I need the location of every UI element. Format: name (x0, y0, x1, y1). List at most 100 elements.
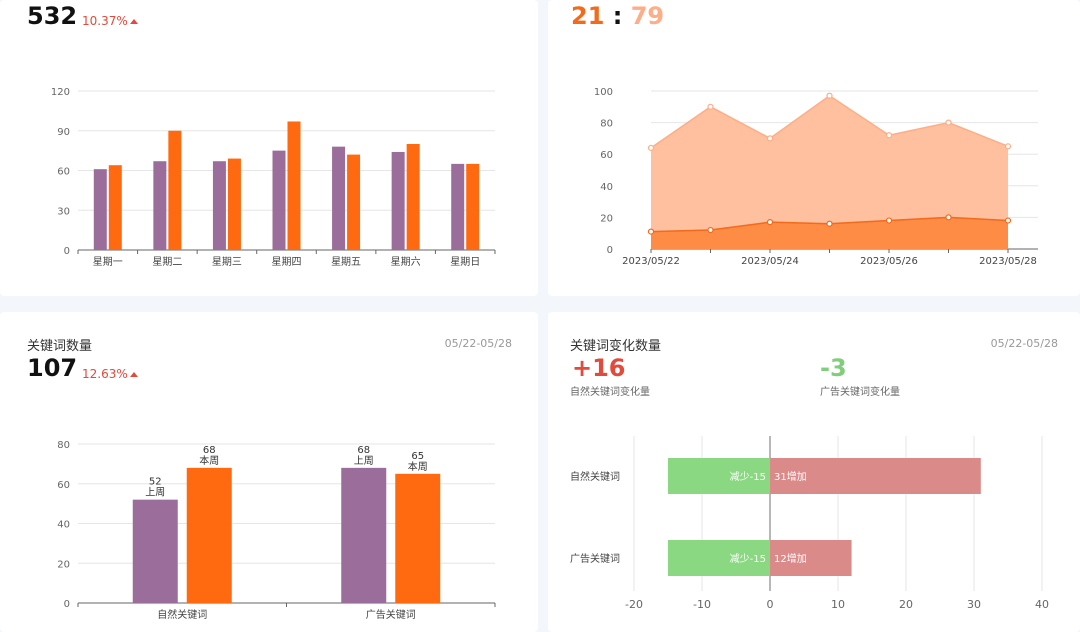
ratio-value-b: 79 (630, 2, 665, 30)
keyword-count-card: 关键词数量 05/22-05/28 107 12.63% 0 20 40 60 80 自然… (0, 312, 538, 632)
y-category-label: 广告关键词 (570, 552, 620, 565)
series-label: 本周 (199, 454, 219, 467)
y-tick-label: 40 (600, 182, 613, 193)
data-label: 68 (203, 445, 216, 456)
data-point (885, 217, 893, 224)
y-tick-label: 40 (57, 520, 70, 531)
bar (287, 121, 301, 250)
decrease-bar (668, 540, 770, 576)
up-arrow-icon (129, 372, 138, 377)
bar (272, 150, 286, 250)
card-title: 关键词数量 (27, 339, 93, 354)
x-tick-label: 2023/05/22 (622, 256, 680, 267)
x-tick-label: 2023/05/26 (860, 256, 918, 267)
keyword-change-percent-text: 12.63% (82, 367, 128, 381)
x-tick-label: 广告关键词 (366, 608, 416, 621)
ad-change-value: -3 (820, 354, 847, 382)
data-point (1004, 143, 1012, 150)
x-tick-label: -20 (625, 598, 643, 611)
series-label: 本周 (408, 460, 428, 473)
bar (406, 144, 420, 250)
bar (395, 473, 441, 603)
up-arrow-icon (129, 19, 138, 24)
change-percent-text: 10.37% (82, 14, 128, 28)
x-tick-label: 星期五 (331, 256, 361, 268)
x-tick-label: 20 (899, 598, 913, 611)
y-tick-label: 60 (57, 167, 70, 178)
bar (466, 163, 480, 250)
y-tick-label: 0 (607, 245, 613, 256)
keyword-change-card: 关键词变化数量 05/22-05/28 +16 自然关键词变化量 -3 广告关键… (548, 312, 1080, 632)
data-point (707, 226, 714, 234)
data-point (826, 92, 833, 99)
bar (332, 146, 346, 250)
keyword-change-percent: 12.63% (82, 367, 138, 381)
data-point (826, 220, 833, 227)
daily-area-chart: 0 20 40 60 80 100 2023/05/22 2023/05/24 2023/05/… (594, 87, 1038, 267)
data-label: 65 (411, 451, 424, 462)
natural-change-value: +16 (572, 354, 626, 382)
data-point (945, 119, 952, 126)
y-tick-label: 0 (64, 599, 70, 610)
y-tick-label: 100 (594, 87, 613, 98)
y-tick-label: 20 (57, 559, 70, 570)
ratio-separator: : (612, 2, 623, 30)
y-tick-label: 80 (57, 440, 70, 451)
increase-label: 31增加 (774, 470, 807, 483)
y-tick-label: 0 (64, 246, 70, 257)
area-series-upper (651, 95, 1008, 250)
x-tick-label: 0 (767, 598, 774, 611)
bar (168, 130, 182, 250)
data-point (766, 219, 774, 226)
natural-change-label: 自然关键词变化量 (570, 387, 650, 398)
bar (153, 161, 167, 250)
increase-bar (770, 458, 981, 494)
ad-change-label: 广告关键词变化量 (820, 387, 900, 398)
series-label: 上周 (145, 487, 165, 499)
date-range: 05/22-05/28 (444, 337, 512, 350)
data-point (647, 228, 655, 235)
x-tick-label: 30 (967, 598, 981, 611)
weekday-card: 532 10.37% 0 30 60 90 120 星期一 星期二 星期三 星期四 星期五 星期六 星… (0, 0, 538, 296)
data-point (945, 214, 952, 221)
ratio-value-a: 21 (571, 2, 605, 30)
decrease-bar (668, 458, 770, 494)
x-tick-label: 40 (1035, 598, 1049, 611)
data-label: 68 (357, 445, 370, 456)
y-tick-label: 60 (57, 480, 70, 491)
data-point (707, 103, 714, 110)
bar (341, 467, 387, 603)
data-point (766, 135, 774, 142)
y-tick-label: 120 (51, 87, 70, 98)
x-tick-label: 星期一 (93, 256, 123, 268)
total-value: 532 (27, 2, 78, 30)
y-tick-label: 90 (57, 127, 70, 138)
x-tick-label: 2023/05/24 (741, 256, 799, 267)
y-tick-label: 80 (600, 119, 613, 130)
bar (108, 165, 122, 250)
x-tick-label: 星期二 (152, 256, 182, 268)
x-tick-label: 10 (831, 598, 845, 611)
x-tick-label: 星期六 (391, 256, 421, 268)
y-category-label: 自然关键词 (570, 470, 620, 483)
bar (227, 158, 241, 250)
x-tick-label: 星期四 (272, 256, 302, 268)
data-point (1004, 217, 1012, 224)
ratio-display: 21 : 79 (571, 2, 664, 30)
card-title: 关键词变化数量 (570, 339, 662, 354)
bar (347, 154, 361, 250)
increase-label: 12增加 (774, 552, 807, 565)
x-tick-label: 自然关键词 (157, 608, 207, 621)
data-point (885, 132, 893, 139)
bar (212, 161, 226, 250)
series-label: 上周 (354, 455, 374, 467)
x-tick-label: 星期日 (450, 256, 480, 268)
daily-card: 21 : 79 0 20 40 60 80 100 2023/05/22 2023/05/24… (548, 0, 1080, 296)
x-tick-label: 2023/05/28 (979, 256, 1037, 267)
change-percent: 10.37% (82, 14, 138, 28)
bar (93, 169, 107, 250)
keyword-total: 107 (27, 354, 78, 382)
data-point (647, 144, 655, 151)
